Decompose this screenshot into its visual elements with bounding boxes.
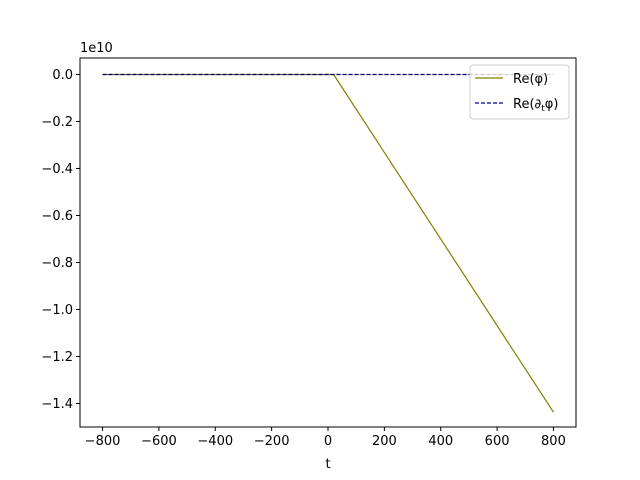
- x-tick-label: 200: [372, 434, 397, 449]
- x-tick-label: 400: [428, 434, 453, 449]
- y-axis-ticks: 0.0 −0.2 −0.4 −0.6 −0.8 −1.0 −1.2 −1.4: [41, 68, 80, 412]
- y-tick-label: −1.4: [41, 397, 73, 412]
- y-tick-label: −1.2: [41, 350, 73, 365]
- x-tick-label: 600: [485, 434, 510, 449]
- legend: Re(φ) Re(∂tφ): [469, 64, 570, 120]
- legend-label: Re(φ): [513, 72, 548, 87]
- x-axis-ticks: −800 −600 −400 −200 0 200 400 600 800: [85, 427, 566, 449]
- y-axis-offset-label: 1e10: [80, 41, 113, 56]
- x-tick-label: 0: [324, 434, 332, 449]
- x-tick-label: −600: [141, 434, 177, 449]
- x-tick-label: 800: [541, 434, 566, 449]
- x-tick-label: −400: [197, 434, 233, 449]
- x-axis-label: t: [325, 457, 330, 472]
- x-tick-label: −800: [85, 434, 121, 449]
- y-tick-label: 0.0: [52, 68, 73, 83]
- y-tick-label: −0.6: [41, 209, 73, 224]
- y-tick-label: −1.0: [41, 303, 73, 318]
- y-tick-label: −0.4: [41, 162, 73, 177]
- y-tick-label: −0.8: [41, 256, 73, 271]
- y-tick-label: −0.2: [41, 115, 73, 130]
- x-tick-label: −200: [254, 434, 290, 449]
- legend-label: Re(∂tφ): [513, 97, 558, 114]
